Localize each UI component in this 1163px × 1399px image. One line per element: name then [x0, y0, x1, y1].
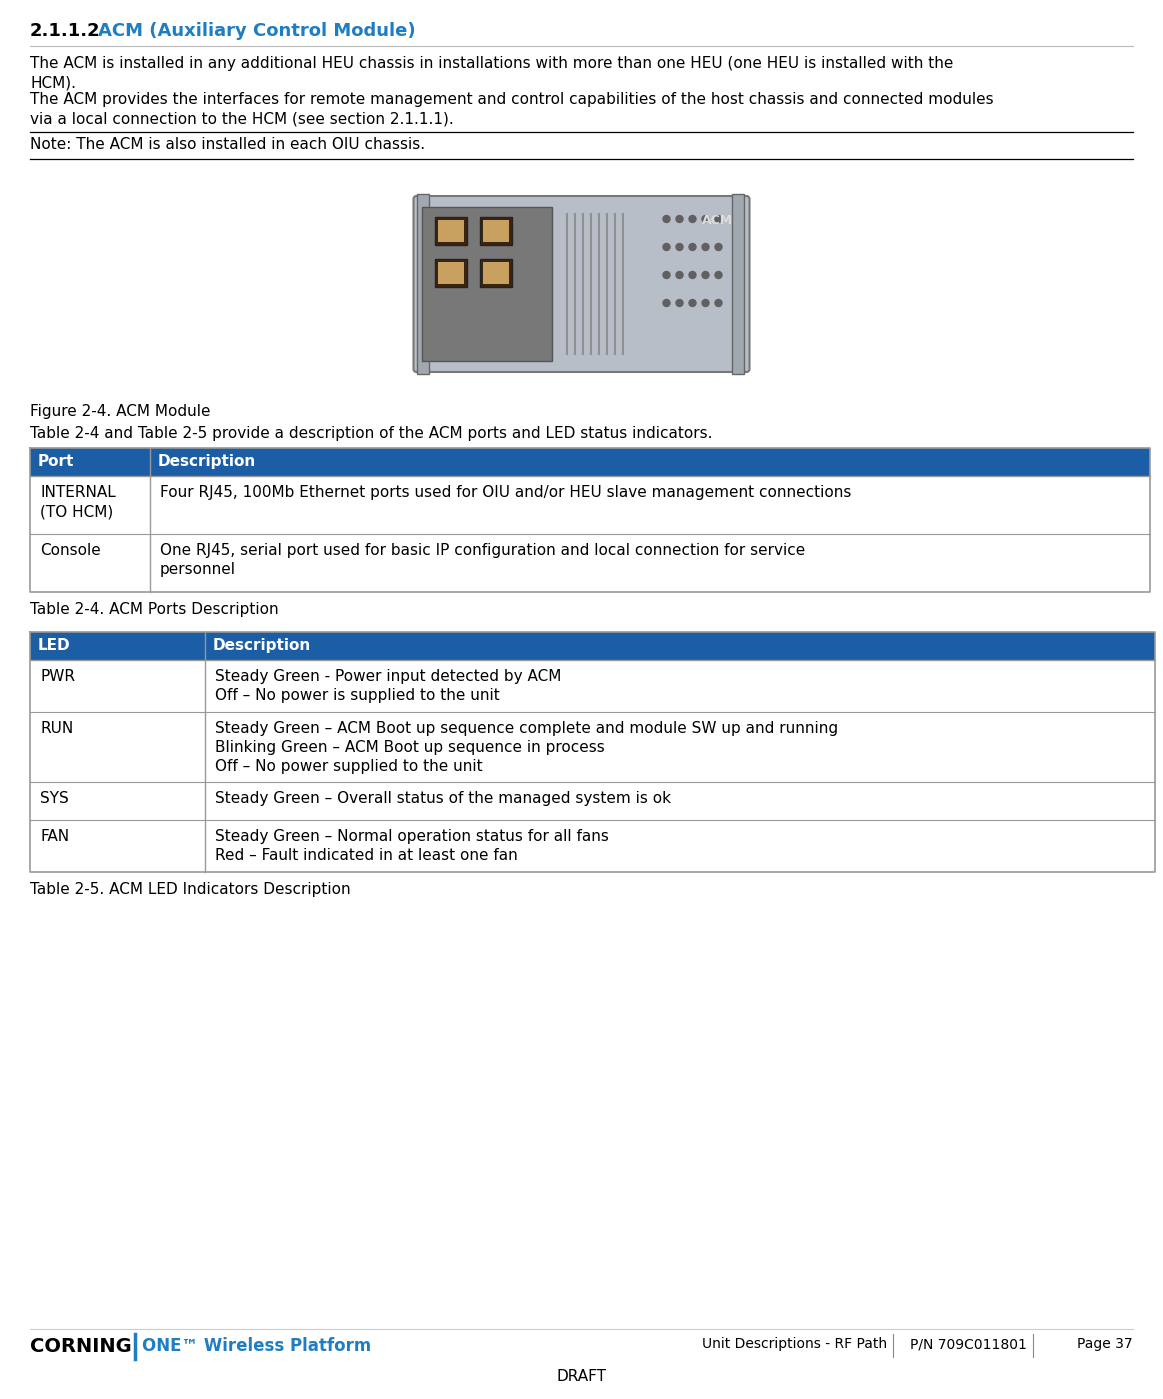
Bar	[30, 534, 1150, 592]
Text: Steady Green – ACM Boot up sequence complete and module SW up and running
Blinki: Steady Green – ACM Boot up sequence comp…	[215, 720, 839, 775]
Text: RUN: RUN	[40, 720, 73, 736]
Bar	[30, 660, 1155, 712]
Text: ACM: ACM	[701, 214, 733, 227]
Circle shape	[663, 215, 670, 222]
Circle shape	[715, 215, 722, 222]
Text: ONE™ Wireless Platform: ONE™ Wireless Platform	[142, 1337, 371, 1356]
Bar	[30, 632, 1155, 660]
Bar	[30, 712, 1155, 782]
Text: One RJ45, serial port used for basic IP configuration and local connection for s: One RJ45, serial port used for basic IP …	[160, 543, 805, 578]
Text: Page 37: Page 37	[1077, 1337, 1133, 1351]
Circle shape	[715, 243, 722, 250]
Text: INTERNAL
(TO HCM): INTERNAL (TO HCM)	[40, 485, 116, 519]
Bar	[30, 448, 1150, 476]
Circle shape	[676, 271, 683, 278]
Circle shape	[663, 271, 670, 278]
Circle shape	[688, 271, 695, 278]
Text: Console: Console	[40, 543, 101, 558]
Bar	[397, 173, 766, 399]
Text: Four RJ45, 100Mb Ethernet ports used for OIU and/or HEU slave management connect: Four RJ45, 100Mb Ethernet ports used for…	[160, 485, 851, 499]
Text: FAN: FAN	[40, 830, 69, 844]
Text: Table 2-4 and Table 2-5 provide a description of the ACM ports and LED status in: Table 2-4 and Table 2-5 provide a descri…	[30, 427, 713, 441]
Text: Table 2-4. ACM Ports Description: Table 2-4. ACM Ports Description	[30, 602, 279, 617]
Text: CORNING: CORNING	[30, 1337, 131, 1356]
Bar	[483, 262, 508, 284]
Circle shape	[676, 299, 683, 306]
Text: The ACM is installed in any additional HEU chassis in installations with more th: The ACM is installed in any additional H…	[30, 56, 954, 91]
Text: Description: Description	[213, 638, 312, 653]
Circle shape	[715, 299, 722, 306]
Text: Steady Green – Overall status of the managed system is ok: Steady Green – Overall status of the man…	[215, 790, 671, 806]
Circle shape	[688, 299, 695, 306]
Circle shape	[702, 215, 709, 222]
Bar	[30, 782, 1155, 820]
Text: Steady Green - Power input detected by ACM
Off – No power is supplied to the uni: Steady Green - Power input detected by A…	[215, 669, 562, 704]
Text: Table 2-5. ACM LED Indicators Description: Table 2-5. ACM LED Indicators Descriptio…	[30, 881, 350, 897]
Text: 2.1.1.2: 2.1.1.2	[30, 22, 101, 41]
Text: The ACM provides the interfaces for remote management and control capabilities o: The ACM provides the interfaces for remo…	[30, 92, 993, 127]
Bar	[483, 220, 508, 242]
Bar	[437, 220, 464, 242]
Circle shape	[676, 243, 683, 250]
Text: ACM (Auxiliary Control Module): ACM (Auxiliary Control Module)	[98, 22, 415, 41]
Text: PWR: PWR	[40, 669, 74, 684]
Bar	[479, 217, 512, 245]
Bar	[479, 259, 512, 287]
Text: Description: Description	[158, 455, 256, 469]
Bar	[437, 262, 464, 284]
Text: Steady Green – Normal operation status for all fans
Red – Fault indicated in at : Steady Green – Normal operation status f…	[215, 830, 609, 863]
Bar	[435, 259, 466, 287]
Text: Unit Descriptions - RF Path: Unit Descriptions - RF Path	[702, 1337, 887, 1351]
Bar	[416, 194, 428, 374]
Circle shape	[702, 299, 709, 306]
Bar	[421, 207, 551, 361]
Bar	[435, 217, 466, 245]
Bar	[30, 476, 1150, 534]
Bar	[732, 194, 743, 374]
Circle shape	[663, 243, 670, 250]
Text: DRAFT: DRAFT	[557, 1370, 606, 1384]
Text: P/N 709C011801: P/N 709C011801	[911, 1337, 1027, 1351]
FancyBboxPatch shape	[414, 196, 749, 372]
Bar	[30, 820, 1155, 872]
Text: LED: LED	[38, 638, 71, 653]
Circle shape	[676, 215, 683, 222]
Text: SYS: SYS	[40, 790, 69, 806]
Circle shape	[702, 243, 709, 250]
Circle shape	[688, 215, 695, 222]
Text: Figure 2-4. ACM Module: Figure 2-4. ACM Module	[30, 404, 211, 418]
Text: Port: Port	[38, 455, 74, 469]
Circle shape	[688, 243, 695, 250]
Circle shape	[715, 271, 722, 278]
Text: Note: The ACM is also installed in each OIU chassis.: Note: The ACM is also installed in each …	[30, 137, 426, 152]
Circle shape	[702, 271, 709, 278]
Circle shape	[663, 299, 670, 306]
